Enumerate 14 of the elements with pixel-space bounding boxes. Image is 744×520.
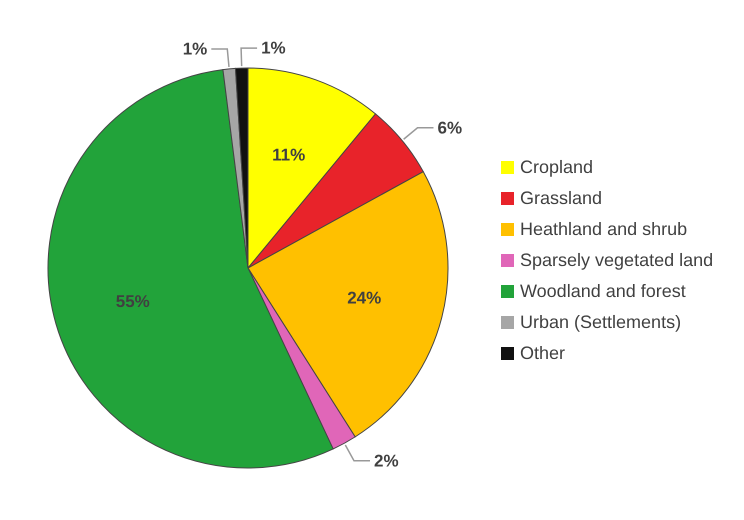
legend-label: Grassland (520, 188, 602, 208)
data-label: 6% (438, 118, 462, 138)
data-label: 24% (347, 288, 382, 308)
legend-label: Woodland and forest (520, 280, 686, 302)
legend-label: Urban (Settlements) (520, 312, 682, 332)
legend-label: Other (520, 342, 566, 364)
data-label: 2% (374, 451, 399, 470)
data-label: 1% (261, 38, 286, 58)
legend-label: Cropland (520, 156, 594, 178)
legend-label: Heathland and shrub (520, 218, 688, 240)
data-label: 55% (116, 292, 150, 311)
legend-label: Sparsely vegetated land (520, 250, 714, 270)
data-label: 1% (182, 39, 208, 58)
data-label: 11% (272, 146, 306, 165)
